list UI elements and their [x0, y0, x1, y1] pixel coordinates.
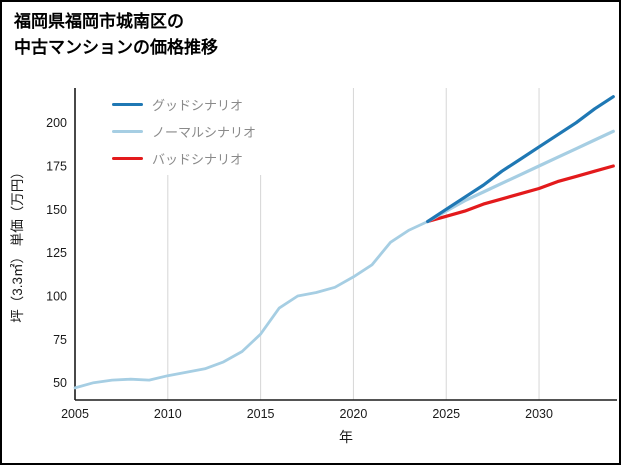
y-tick-label-100: 100	[46, 290, 67, 304]
legend-label-normal: ノーマルシナリオ	[152, 125, 257, 140]
series-line-good	[426, 95, 615, 224]
x-tick-label-2020: 2020	[340, 407, 368, 421]
chart-title-line-1: 福岡県福岡市城南区の	[14, 12, 184, 31]
chart-title-line-2: 中古マンションの価格推移	[14, 37, 218, 57]
legend-line-swatch-good	[112, 103, 143, 106]
legend-item-bad: バッドシナリオ	[112, 150, 256, 167]
price-trend-chart: 50 75 100 125 150 175 200 2005 2010 2015 2020 2025 2…	[10, 88, 617, 445]
chart-title: 福岡県福岡市城南区の 中古マンションの価格推移	[14, 9, 218, 60]
legend-item-good: グッドシナリオ	[112, 96, 256, 113]
legend-label-bad: バッドシナリオ	[152, 152, 244, 167]
x-tick-label-2005: 2005	[61, 407, 89, 421]
y-tick-label-175: 175	[46, 160, 67, 174]
x-tick-label-2015: 2015	[247, 407, 275, 421]
legend-line-swatch-normal	[112, 130, 143, 133]
series-line-bad	[426, 164, 615, 224]
x-tick-label-2010: 2010	[154, 407, 182, 421]
chart-legend: グッドシナリオ ノーマルシナリオ バッドシナリオ	[102, 88, 267, 175]
y-axis-title: 坪（3.3㎡） 単価（万円）	[10, 165, 25, 323]
legend-label-good: グッドシナリオ	[152, 98, 244, 113]
y-tick-label-150: 150	[46, 203, 67, 217]
x-tick-label-2030: 2030	[525, 407, 553, 421]
legend-item-normal: ノーマルシナリオ	[112, 123, 256, 140]
x-axis-title: 年	[339, 429, 353, 445]
legend-line-swatch-bad	[112, 157, 143, 160]
y-tick-label-200: 200	[46, 116, 67, 130]
series-line-normal	[426, 129, 615, 224]
series-line-historical	[73, 220, 430, 390]
y-tick-label-75: 75	[53, 333, 67, 347]
y-tick-label-50: 50	[53, 376, 67, 390]
y-tick-label-125: 125	[46, 246, 67, 260]
x-tick-label-2025: 2025	[432, 407, 460, 421]
